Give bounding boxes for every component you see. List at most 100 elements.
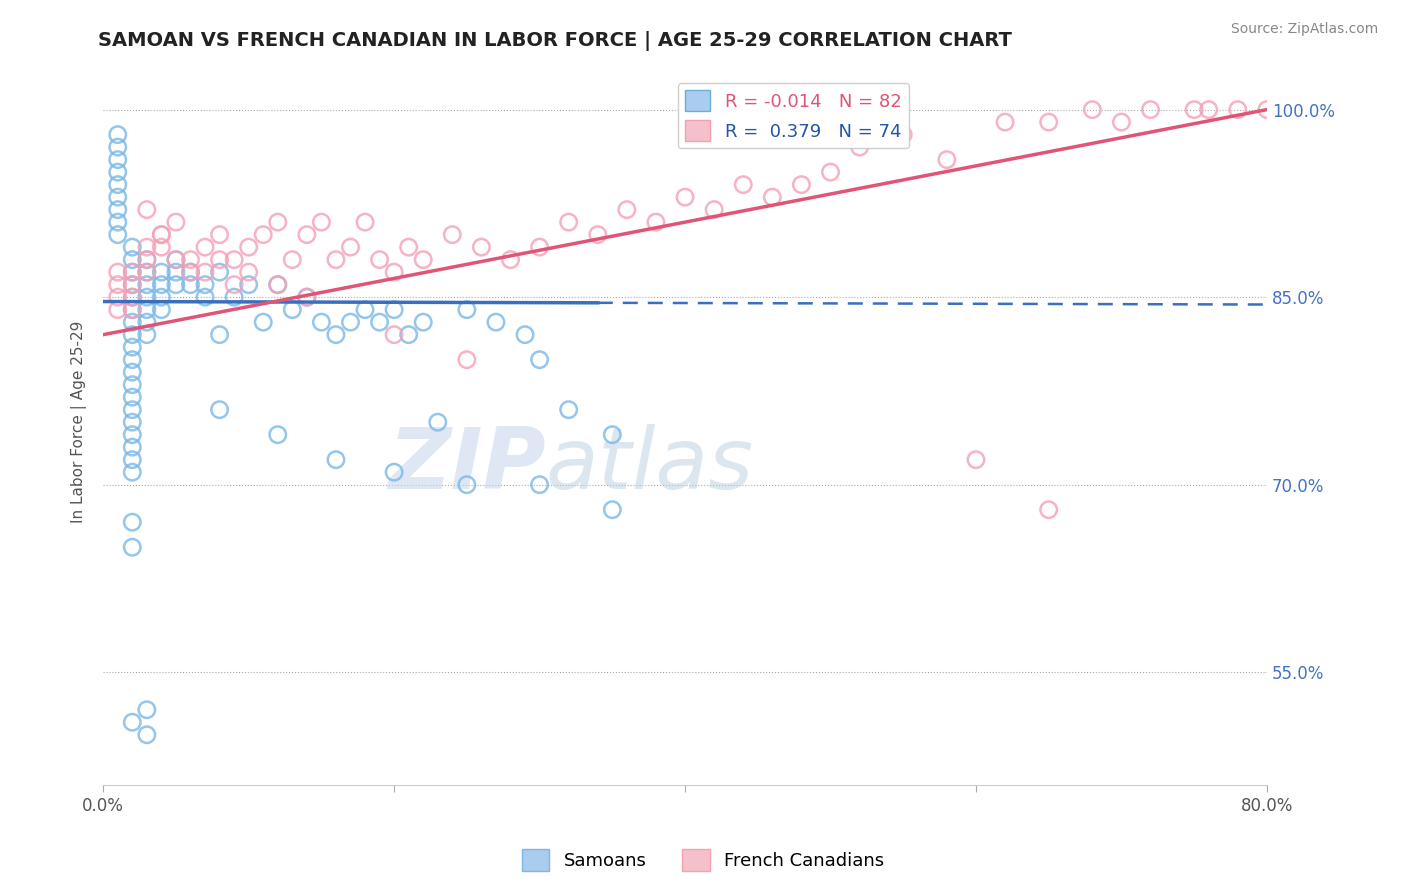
Point xyxy=(194,277,217,292)
Point xyxy=(208,327,231,342)
Point xyxy=(790,178,813,192)
Point xyxy=(121,265,143,279)
Point xyxy=(339,240,361,254)
Point xyxy=(935,153,957,167)
Point xyxy=(121,327,143,342)
Point xyxy=(238,277,260,292)
Point xyxy=(965,452,987,467)
Point xyxy=(252,227,274,242)
Point xyxy=(485,315,508,329)
Point xyxy=(252,315,274,329)
Point xyxy=(470,240,492,254)
Point xyxy=(224,277,246,292)
Point xyxy=(107,178,129,192)
Point xyxy=(150,277,173,292)
Point xyxy=(121,265,143,279)
Point xyxy=(179,265,201,279)
Point xyxy=(135,252,157,267)
Point xyxy=(238,240,260,254)
Point xyxy=(150,227,173,242)
Point xyxy=(107,128,129,142)
Point xyxy=(295,290,318,304)
Point xyxy=(820,165,842,179)
Point xyxy=(382,265,405,279)
Point xyxy=(426,415,449,429)
Point xyxy=(208,402,231,417)
Point xyxy=(107,215,129,229)
Point xyxy=(1226,103,1249,117)
Point xyxy=(616,202,638,217)
Point xyxy=(267,427,290,442)
Point xyxy=(135,240,157,254)
Point xyxy=(325,452,347,467)
Point xyxy=(121,427,143,442)
Point xyxy=(121,352,143,367)
Point xyxy=(107,290,129,304)
Point xyxy=(382,302,405,317)
Point xyxy=(368,252,391,267)
Point xyxy=(135,265,157,279)
Point xyxy=(121,365,143,379)
Point xyxy=(194,265,217,279)
Point xyxy=(135,265,157,279)
Point xyxy=(165,215,187,229)
Point xyxy=(135,728,157,742)
Point xyxy=(224,252,246,267)
Point xyxy=(121,465,143,479)
Point xyxy=(412,252,434,267)
Point xyxy=(150,290,173,304)
Point xyxy=(891,128,914,142)
Point xyxy=(761,190,783,204)
Point xyxy=(121,277,143,292)
Point xyxy=(382,465,405,479)
Text: SAMOAN VS FRENCH CANADIAN IN LABOR FORCE | AGE 25-29 CORRELATION CHART: SAMOAN VS FRENCH CANADIAN IN LABOR FORCE… xyxy=(98,31,1012,51)
Point xyxy=(848,140,870,154)
Point xyxy=(121,540,143,554)
Point xyxy=(441,227,464,242)
Point xyxy=(586,227,609,242)
Point xyxy=(121,415,143,429)
Y-axis label: In Labor Force | Age 25-29: In Labor Force | Age 25-29 xyxy=(72,321,87,524)
Point xyxy=(456,352,478,367)
Point xyxy=(602,502,624,516)
Point xyxy=(121,340,143,354)
Point xyxy=(673,190,696,204)
Point xyxy=(1111,115,1133,129)
Point xyxy=(165,252,187,267)
Point xyxy=(339,315,361,329)
Point xyxy=(281,302,304,317)
Legend: R = -0.014   N = 82, R =  0.379   N = 74: R = -0.014 N = 82, R = 0.379 N = 74 xyxy=(678,83,908,148)
Point xyxy=(412,315,434,329)
Point xyxy=(311,215,333,229)
Point xyxy=(150,302,173,317)
Point xyxy=(150,227,173,242)
Point xyxy=(121,390,143,404)
Point xyxy=(135,302,157,317)
Point xyxy=(107,277,129,292)
Point xyxy=(107,165,129,179)
Point xyxy=(135,252,157,267)
Point xyxy=(529,352,551,367)
Point xyxy=(135,290,157,304)
Point xyxy=(1198,103,1220,117)
Point xyxy=(179,252,201,267)
Point xyxy=(121,302,143,317)
Point xyxy=(121,302,143,317)
Point xyxy=(121,377,143,392)
Point xyxy=(179,277,201,292)
Point xyxy=(208,252,231,267)
Point xyxy=(121,715,143,730)
Point xyxy=(557,402,579,417)
Point xyxy=(513,327,536,342)
Point xyxy=(267,215,290,229)
Point xyxy=(456,302,478,317)
Point xyxy=(311,315,333,329)
Point xyxy=(602,427,624,442)
Point xyxy=(267,277,290,292)
Point xyxy=(325,252,347,267)
Point xyxy=(267,277,290,292)
Point xyxy=(121,515,143,529)
Point xyxy=(121,240,143,254)
Point xyxy=(645,215,668,229)
Point xyxy=(368,315,391,329)
